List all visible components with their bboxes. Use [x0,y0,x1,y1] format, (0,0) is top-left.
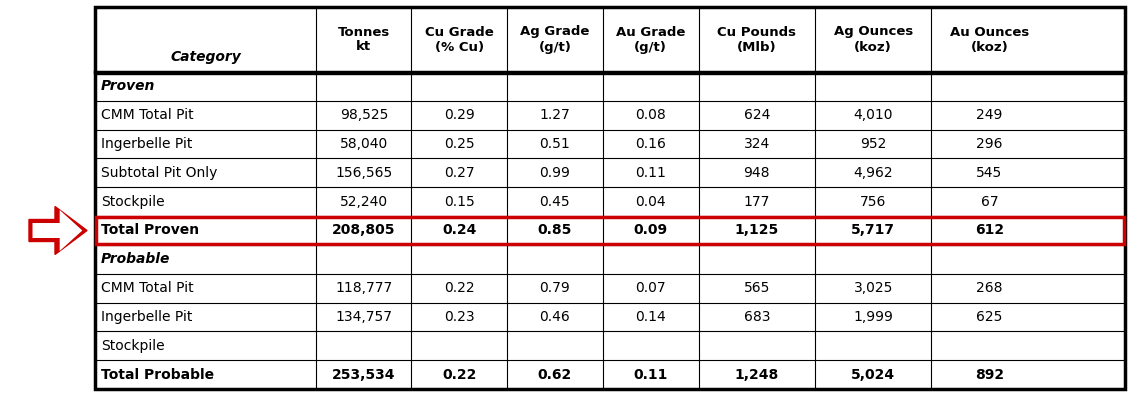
Text: 952: 952 [860,137,887,151]
Text: 0.07: 0.07 [635,281,666,295]
Text: 0.04: 0.04 [635,195,666,209]
Text: 4,962: 4,962 [854,166,893,180]
Text: 612: 612 [975,224,1004,237]
Text: 156,565: 156,565 [336,166,393,180]
Text: 4,010: 4,010 [854,108,893,122]
Text: 3,025: 3,025 [854,281,893,295]
Text: 118,777: 118,777 [336,281,393,295]
Text: Total Probable: Total Probable [101,368,214,382]
Text: 0.99: 0.99 [539,166,570,180]
Text: 0.11: 0.11 [635,166,666,180]
Text: 1,125: 1,125 [735,224,778,237]
Text: CMM Total Pit: CMM Total Pit [101,108,193,122]
Text: 0.14: 0.14 [635,310,666,324]
Text: 892: 892 [975,368,1004,382]
Text: Ingerbelle Pit: Ingerbelle Pit [101,137,192,151]
Text: 5,024: 5,024 [851,368,896,382]
Text: 0.22: 0.22 [444,281,475,295]
Text: 0.27: 0.27 [444,166,475,180]
Text: 625: 625 [976,310,1003,324]
Text: 756: 756 [860,195,887,209]
Text: 0.08: 0.08 [635,108,666,122]
Text: 134,757: 134,757 [336,310,393,324]
Text: Subtotal Pit Only: Subtotal Pit Only [101,166,217,180]
Text: Total Proven: Total Proven [101,224,199,237]
Text: Probable: Probable [101,252,171,266]
Text: Cu Grade
(% Cu): Cu Grade (% Cu) [424,25,494,54]
Text: 177: 177 [743,195,770,209]
Text: 67: 67 [981,195,998,209]
Text: 1.27: 1.27 [539,108,570,122]
Text: 0.09: 0.09 [634,224,668,237]
Text: 0.25: 0.25 [444,137,475,151]
Text: 268: 268 [976,281,1003,295]
Text: 948: 948 [743,166,770,180]
Text: 249: 249 [976,108,1003,122]
Text: 52,240: 52,240 [340,195,388,209]
Text: 5,717: 5,717 [851,224,896,237]
Text: Cu Pounds
(Mlb): Cu Pounds (Mlb) [717,25,797,54]
Text: 208,805: 208,805 [332,224,396,237]
Text: 0.22: 0.22 [442,368,477,382]
Text: 1,248: 1,248 [735,368,778,382]
Text: 0.15: 0.15 [444,195,475,209]
Text: 624: 624 [743,108,770,122]
Text: 0.85: 0.85 [538,224,572,237]
Text: 324: 324 [743,137,770,151]
Polygon shape [33,210,82,251]
Bar [96,217,1124,244]
Text: Stockpile: Stockpile [101,339,165,353]
Text: 58,040: 58,040 [340,137,388,151]
Text: 253,534: 253,534 [332,368,396,382]
Text: 0.24: 0.24 [442,224,477,237]
Text: 545: 545 [976,166,1003,180]
Text: Stockpile: Stockpile [101,195,165,209]
Text: CMM Total Pit: CMM Total Pit [101,281,193,295]
Polygon shape [28,206,86,254]
Text: Au Ounces
(koz): Au Ounces (koz) [950,25,1029,54]
Text: 565: 565 [743,281,770,295]
Text: 0.51: 0.51 [539,137,570,151]
Text: Tonnes
kt: Tonnes kt [338,25,390,54]
Text: 0.23: 0.23 [444,310,475,324]
Text: 98,525: 98,525 [339,108,388,122]
Text: Au Grade
(g/t): Au Grade (g/t) [616,25,685,54]
Text: 0.62: 0.62 [538,368,572,382]
Text: 0.11: 0.11 [634,368,668,382]
Text: 0.16: 0.16 [635,137,666,151]
Text: 0.79: 0.79 [539,281,570,295]
Text: Proven: Proven [101,79,156,93]
Text: 683: 683 [743,310,770,324]
Text: 0.45: 0.45 [539,195,570,209]
Text: 296: 296 [976,137,1003,151]
Text: Category: Category [171,50,241,64]
Text: Ag Grade
(g/t): Ag Grade (g/t) [520,25,589,54]
Text: Ingerbelle Pit: Ingerbelle Pit [101,310,192,324]
Text: 0.46: 0.46 [539,310,570,324]
Text: 0.29: 0.29 [444,108,475,122]
Text: Ag Ounces
(koz): Ag Ounces (koz) [833,25,913,54]
Text: 1,999: 1,999 [854,310,893,324]
